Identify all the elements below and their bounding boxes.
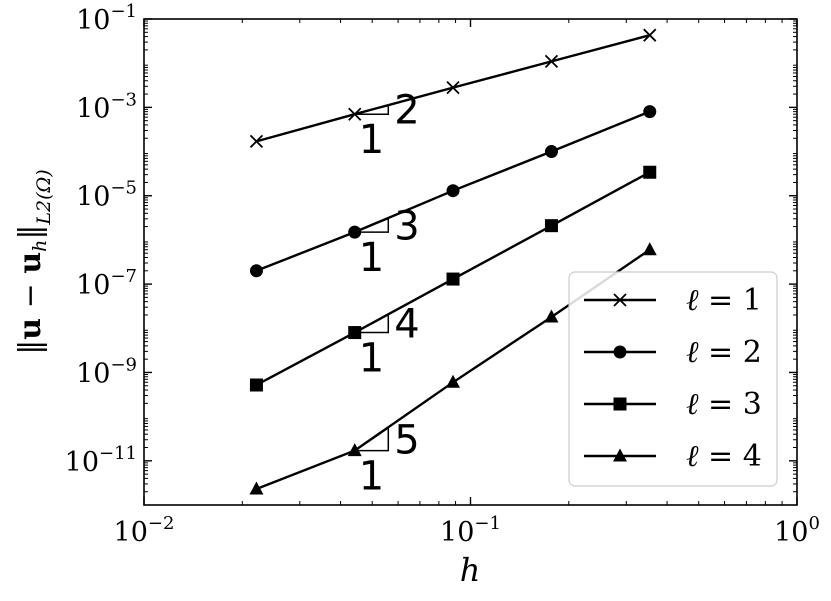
data-point: [446, 272, 460, 286]
slope-rise-label: 3: [394, 203, 419, 249]
legend-label: ℓ = 3: [686, 387, 762, 422]
legend-marker: [613, 345, 627, 359]
data-point: [249, 481, 264, 495]
data-point: [642, 242, 657, 256]
slope-rise-label: 2: [394, 88, 419, 134]
slope-triangle-3: 41: [354, 301, 420, 382]
legend-entry-2: ℓ = 2: [584, 335, 762, 370]
x-tick-label: 100: [774, 513, 820, 548]
legend-box: [568, 271, 778, 487]
legend-marker: [613, 293, 627, 307]
y-tick-label: 10−7: [76, 266, 137, 301]
slope-run-label: 1: [359, 454, 384, 500]
slope-triangle-shape: [354, 217, 390, 233]
data-point: [544, 54, 559, 68]
legend-label: ℓ = 2: [686, 335, 762, 370]
slope-triangle-1: 21: [354, 88, 420, 163]
x-axis-label: h: [460, 551, 481, 589]
series-1: [249, 28, 657, 149]
data-point: [544, 309, 559, 323]
legend-marker: [613, 397, 627, 411]
data-point: [249, 264, 263, 278]
data-point: [446, 374, 461, 388]
y-tick-label: 10−11: [65, 443, 137, 478]
slope-run-label: 1: [359, 336, 384, 382]
ticks-layer: 10−2 10−1 100 10−1 10−3 10−5 10−7 10−9 10−11: [65, 1, 820, 548]
legend-entry-4: ℓ = 4: [584, 439, 762, 474]
data-point: [347, 443, 362, 457]
legend-marker: [613, 448, 627, 462]
data-point: [643, 165, 657, 179]
data-point: [249, 378, 263, 392]
data-point: [643, 105, 657, 119]
series-2: [249, 105, 657, 278]
x-tick-label: 10−2: [114, 513, 175, 548]
legend-entry-3: ℓ = 3: [584, 387, 762, 422]
slope-triangle-2: 31: [354, 203, 420, 281]
slope-run-label: 1: [359, 117, 384, 163]
slope-triangle-shape: [352, 426, 390, 452]
y-tick-label: 10−9: [76, 354, 137, 389]
legend-entries: ℓ = 1 ℓ = 2 ℓ = 3 ℓ = 4: [584, 283, 762, 474]
x-tick-label: 10−1: [440, 513, 501, 548]
data-point: [446, 184, 460, 198]
y-axis-label: ‖u − uh‖L2(Ω): [13, 169, 55, 354]
slope-triangle-shape: [354, 313, 390, 334]
y-tick-label: 10−5: [76, 178, 137, 213]
data-point: [446, 80, 460, 95]
slope-rise-label: 5: [394, 417, 419, 463]
legend-label: ℓ = 1: [686, 283, 762, 318]
slope-rise-label: 4: [394, 301, 419, 347]
y-tick-label: 10−1: [76, 1, 137, 36]
data-point: [544, 219, 558, 233]
slope-triangle-shape: [354, 104, 390, 115]
slope-triangle-4: 51: [352, 417, 420, 500]
legend-entry-1: ℓ = 1: [584, 283, 762, 318]
data-point: [643, 28, 657, 42]
y-tick-label: 10−3: [76, 89, 137, 124]
data-point: [249, 134, 264, 149]
slope-run-label: 1: [359, 235, 384, 281]
legend: ℓ = 1 ℓ = 2 ℓ = 3 ℓ = 4: [568, 271, 778, 487]
legend-label: ℓ = 4: [686, 439, 762, 474]
data-point: [544, 145, 558, 159]
